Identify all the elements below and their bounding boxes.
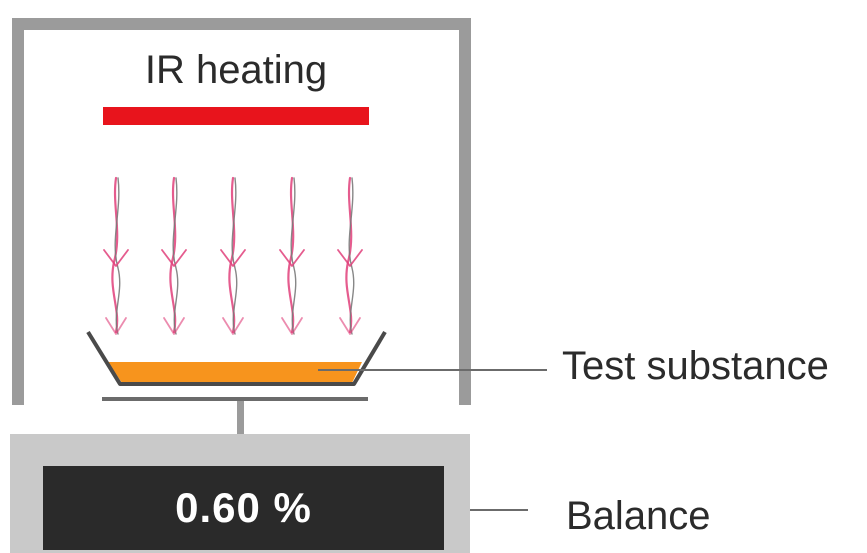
ir-ray-1 <box>103 176 129 335</box>
test-substance-label: Test substance <box>562 344 829 388</box>
ir-heater-bar <box>103 107 369 125</box>
ir-ray-2 <box>161 176 187 335</box>
ir-radiation-arrows <box>103 176 363 335</box>
pan-support-plate <box>102 397 368 401</box>
ir-ray-4 <box>279 176 305 335</box>
pan-support-stem <box>237 401 244 434</box>
heating-chamber <box>12 18 471 405</box>
ir-ray-5 <box>337 176 363 335</box>
sample-pan <box>86 330 387 386</box>
ir-heating-label: IR heating <box>144 48 328 92</box>
balance-label: Balance <box>566 494 711 538</box>
balance-readout-display: 0.60 % <box>43 466 444 550</box>
ir-ray-3 <box>220 176 246 335</box>
test-substance <box>108 362 362 383</box>
